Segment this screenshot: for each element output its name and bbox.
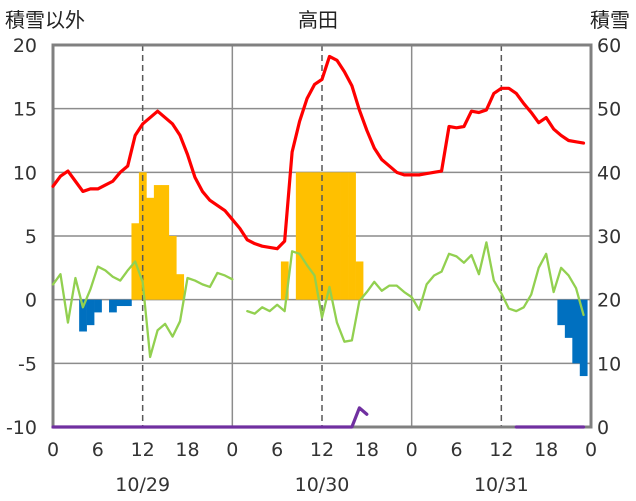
bar [153,185,162,300]
bar [280,261,289,300]
bar [557,299,566,326]
x-tick-label: 18 [534,439,558,461]
bar [564,299,573,338]
date-axis-labels: 10/29 10/30 10/31 [115,474,528,496]
bar [116,299,125,307]
x-tick-label: 6 [271,439,283,461]
y2-tick-label: 60 [597,35,621,57]
chart-title: 高田 [298,8,338,32]
bar-marks [79,172,588,377]
y2-tick-label: 0 [597,417,609,439]
bar [333,172,341,300]
y2-tick-label: 30 [597,226,621,248]
x-tick-label: 18 [175,439,199,461]
bar-series [131,172,364,300]
right-axis-title: 積雪 [590,8,630,32]
series-line [51,406,586,429]
y2-tick-label: 40 [597,162,621,184]
bar [579,299,588,377]
bar-series [79,299,588,377]
x-tick-label: 12 [489,439,513,461]
bar [146,197,155,300]
y-tick-label: 0 [25,290,37,312]
x-tick-label: 0 [47,439,59,461]
y-tick-label: -5 [18,353,37,375]
bar [168,236,177,300]
y2-tick-label: 20 [597,290,621,312]
y-tick-label: 20 [13,35,37,57]
x-tick-label: 12 [310,439,334,461]
right-axis-ticks: 60 50 40 30 20 10 0 [597,35,621,439]
x-tick-label: 6 [92,439,104,461]
y2-tick-label: 10 [597,353,621,375]
x-tick-label: 6 [450,439,462,461]
bar [123,299,132,307]
bar [109,299,117,313]
bar [355,261,364,300]
noon-dashed-lines [141,45,503,427]
bar [303,172,312,300]
bar [94,299,102,313]
date-label: 10/29 [115,474,170,496]
x-tick-label: 0 [585,439,597,461]
x-tick-label: 12 [131,439,155,461]
bar [295,172,304,300]
date-label: 10/31 [474,474,529,496]
bar [176,274,185,300]
series-line [51,241,585,359]
x-tick-label: 0 [226,439,238,461]
bar [348,172,356,300]
x-tick-label: 18 [355,439,379,461]
y-tick-label: 15 [13,99,37,121]
left-axis-ticks: 20 15 10 5 0 -5 -10 [6,35,37,439]
y-tick-label: 10 [13,162,37,184]
date-label: 10/30 [295,474,350,496]
bar [340,172,349,300]
bar [572,299,581,364]
bar [161,185,170,300]
line-marks [51,54,586,429]
hour-axis-ticks: 0 6 12 18 0 6 12 18 0 6 12 18 0 [47,439,597,461]
series-line [51,54,586,251]
bar [325,172,334,300]
x-tick-label: 0 [406,439,418,461]
left-axis-title: 積雪以外 [5,8,85,32]
bar [86,299,95,326]
y-tick-label: 5 [25,226,37,248]
y-tick-label: -10 [6,417,37,439]
y2-tick-label: 50 [597,99,621,121]
bar [79,299,87,332]
bar [310,172,319,300]
